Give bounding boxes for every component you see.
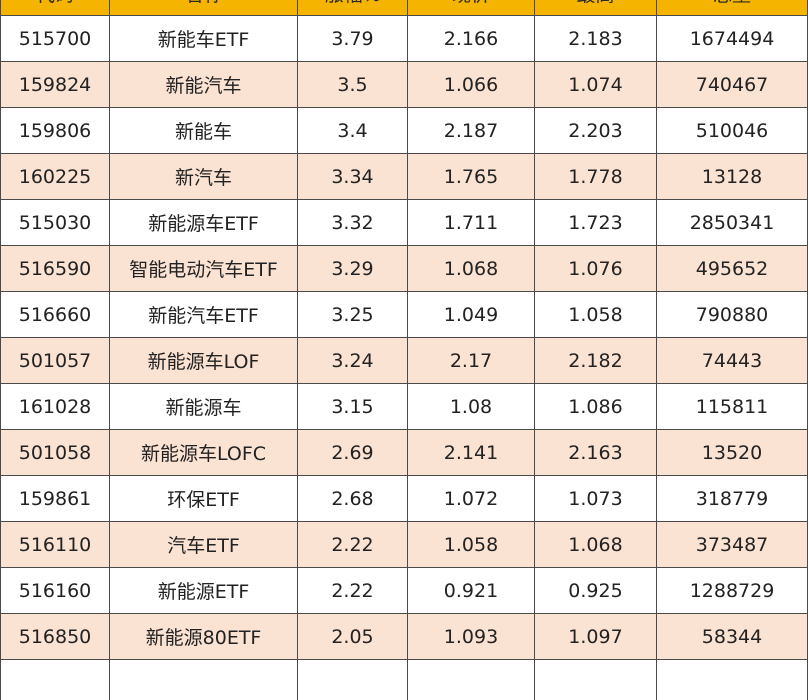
col-header-price: 现价: [408, 0, 535, 16]
cell-code: 161028: [0, 384, 110, 430]
cell-price: 1.049: [408, 292, 535, 338]
cell-change: 3.4: [298, 108, 408, 154]
cell-name: 新能源车: [110, 384, 298, 430]
cell-high: 1.076: [535, 246, 657, 292]
cell-change: 3.29: [298, 246, 408, 292]
cell-name: 新能车: [110, 108, 298, 154]
cell-high: 1.086: [535, 384, 657, 430]
cell-name: 新能汽车ETF: [110, 292, 298, 338]
cell-high: 2.183: [535, 16, 657, 62]
cell-volume: 13128: [657, 154, 808, 200]
cell-code: 515030: [0, 200, 110, 246]
cell-name: 环保ETF: [110, 476, 298, 522]
cell-volume: 74443: [657, 338, 808, 384]
cell-name: 新能源车LOFC: [110, 430, 298, 476]
cell-code: 516590: [0, 246, 110, 292]
cell-change: 2.69: [298, 430, 408, 476]
cell-volume: 115811: [657, 384, 808, 430]
cell-price: 1.08: [408, 384, 535, 430]
col-header-name: 名称: [110, 0, 298, 16]
cell-volume: 740467: [657, 62, 808, 108]
cell-volume: 790880: [657, 292, 808, 338]
cell-change: 3.25: [298, 292, 408, 338]
cell-name: 汽车ETF: [110, 522, 298, 568]
cell-code: 501057: [0, 338, 110, 384]
cell-high: 1.068: [535, 522, 657, 568]
cell-name: 新能汽车: [110, 62, 298, 108]
cell-change: 3.24: [298, 338, 408, 384]
col-header-volume: 总量: [657, 0, 808, 16]
empty-cell: [657, 660, 808, 700]
cell-high: 2.203: [535, 108, 657, 154]
cell-change: 2.22: [298, 568, 408, 614]
empty-cell: [408, 660, 535, 700]
cell-price: 1.068: [408, 246, 535, 292]
cell-code: 159824: [0, 62, 110, 108]
cell-code: 501058: [0, 430, 110, 476]
cell-change: 3.34: [298, 154, 408, 200]
cell-name: 新能源车ETF: [110, 200, 298, 246]
cell-code: 515700: [0, 16, 110, 62]
cell-name: 新能源车LOF: [110, 338, 298, 384]
empty-cell: [0, 660, 110, 700]
cell-volume: 1674494: [657, 16, 808, 62]
cell-name: 新汽车: [110, 154, 298, 200]
cell-volume: 495652: [657, 246, 808, 292]
cell-change: 3.32: [298, 200, 408, 246]
cell-high: 1.778: [535, 154, 657, 200]
cell-change: 2.68: [298, 476, 408, 522]
empty-cell: [535, 660, 657, 700]
cell-change: 3.15: [298, 384, 408, 430]
col-header-code: 代码: [0, 0, 110, 16]
cell-change: 2.05: [298, 614, 408, 660]
cell-volume: 373487: [657, 522, 808, 568]
cell-price: 2.17: [408, 338, 535, 384]
cell-code: 160225: [0, 154, 110, 200]
cell-volume: 1288729: [657, 568, 808, 614]
cell-name: 新能源ETF: [110, 568, 298, 614]
empty-cell: [298, 660, 408, 700]
cell-volume: 13520: [657, 430, 808, 476]
cell-volume: 58344: [657, 614, 808, 660]
cell-price: 2.187: [408, 108, 535, 154]
cell-change: 3.79: [298, 16, 408, 62]
cell-code: 159806: [0, 108, 110, 154]
cell-volume: 2850341: [657, 200, 808, 246]
cell-price: 1.711: [408, 200, 535, 246]
cell-high: 1.074: [535, 62, 657, 108]
cell-code: 516660: [0, 292, 110, 338]
cell-name: 新能源80ETF: [110, 614, 298, 660]
cell-price: 1.072: [408, 476, 535, 522]
cell-price: 0.921: [408, 568, 535, 614]
empty-cell: [110, 660, 298, 700]
cell-high: 2.163: [535, 430, 657, 476]
cell-change: 3.5: [298, 62, 408, 108]
col-header-high: 最高: [535, 0, 657, 16]
cell-code: 516850: [0, 614, 110, 660]
cell-high: 2.182: [535, 338, 657, 384]
cell-price: 1.058: [408, 522, 535, 568]
cell-high: 1.058: [535, 292, 657, 338]
cell-high: 1.723: [535, 200, 657, 246]
cell-high: 1.097: [535, 614, 657, 660]
cell-name: 新能车ETF: [110, 16, 298, 62]
cell-volume: 510046: [657, 108, 808, 154]
cell-volume: 318779: [657, 476, 808, 522]
cell-price: 1.765: [408, 154, 535, 200]
cell-price: 1.066: [408, 62, 535, 108]
cell-price: 2.141: [408, 430, 535, 476]
cell-code: 516160: [0, 568, 110, 614]
cell-high: 0.925: [535, 568, 657, 614]
cell-code: 516110: [0, 522, 110, 568]
cell-price: 2.166: [408, 16, 535, 62]
cell-high: 1.073: [535, 476, 657, 522]
cell-price: 1.093: [408, 614, 535, 660]
cell-code: 159861: [0, 476, 110, 522]
cell-change: 2.22: [298, 522, 408, 568]
col-header-change: 涨幅%: [298, 0, 408, 16]
cell-name: 智能电动汽车ETF: [110, 246, 298, 292]
